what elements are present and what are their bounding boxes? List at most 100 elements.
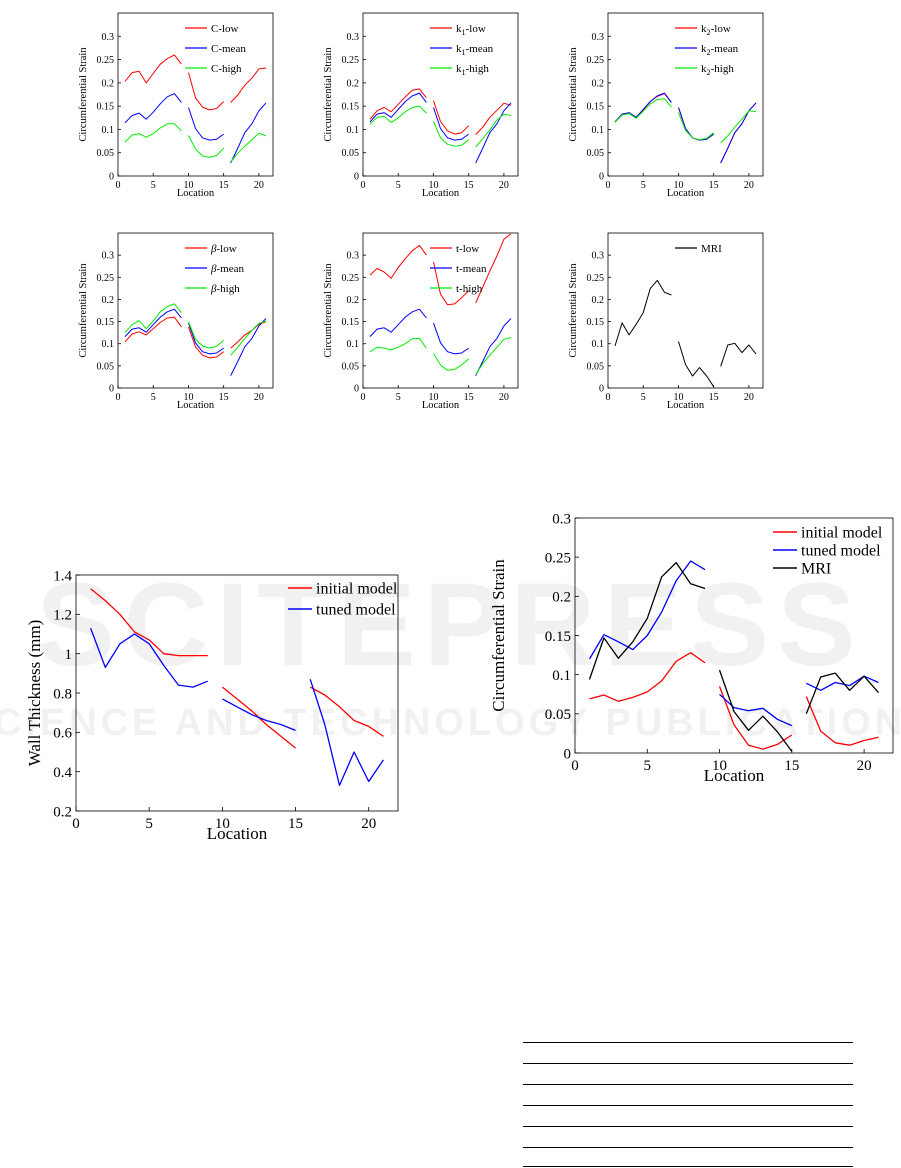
legend-label: t-low [456,243,479,255]
series-line-segment [124,123,182,143]
series-line-segment [369,337,427,353]
y-tick-label: 0.05 [587,148,605,159]
series-β-low [124,316,267,359]
x-tick-label: 0 [116,392,121,403]
legend-label: k2-high [701,63,734,77]
series-line-segment [230,321,267,349]
x-tick-label: 10 [183,392,193,403]
table-rule [523,1166,853,1167]
series-line-segment [188,107,224,141]
y-tick-label: 0.2 [592,295,605,306]
legend-label: t-high [456,283,483,295]
y-tick-label: 0.25 [587,55,605,66]
y-tick-label: 1.2 [53,608,72,624]
series-line-segment [188,321,225,349]
x-axis-label: Location [177,188,215,199]
x-tick-label: 10 [712,758,727,774]
series-line-segment [188,326,224,359]
y-tick-label: 0.1 [552,668,571,684]
legend-label: C-high [211,63,242,75]
chart-t-sensitivity: 0 5 10 15 20 0 0.05 0.1 0.15 0.2 0.25 0.3 Location Ci… [323,232,519,411]
y-axis-label: Circumferential Strain [323,263,334,358]
y-axis-label: Circumferential Strain [568,263,579,358]
y-tick-label: 0.15 [545,629,571,645]
series-line-segment [678,341,715,387]
y-tick-label: 0.3 [592,32,605,43]
plot-frame [117,12,274,177]
series-line-segment [475,102,512,135]
y-tick-label: 1.4 [53,568,72,584]
y-tick-label: 0 [599,172,604,183]
series-line-segment [588,561,706,680]
x-tick-label: 15 [709,180,719,191]
x-tick-label: 5 [641,392,646,403]
y-tick-label: 0.2 [552,590,571,606]
y-tick-label: 0.2 [592,78,605,89]
y-axis-label: Circumferential Strain [323,47,334,142]
series-k1-mean [369,92,512,164]
series-line-segment [309,686,384,737]
x-tick-label: 20 [499,180,509,191]
y-tick-label: 0.2 [102,295,115,306]
y-tick-label: 0.15 [342,102,360,113]
plot-frame [362,232,519,389]
series-line-segment [188,72,225,111]
y-tick-label: 0 [109,172,114,183]
series-line-segment [614,279,672,347]
legend-label: β-high [210,283,240,295]
y-tick-label: 0.1 [347,339,360,350]
legend-label: k1-high [456,63,489,77]
y-tick-label: 0.1 [592,125,605,136]
x-tick-label: 10 [673,180,683,191]
y-tick-label: 0.3 [102,32,115,43]
y-tick-label: 0.3 [347,251,360,262]
y-tick-label: 0.6 [53,726,72,742]
series-line-segment [718,686,793,750]
series-line-segment [614,93,672,123]
x-tick-label: 5 [151,392,156,403]
y-tick-label: 0.05 [97,148,115,159]
x-tick-label: 0 [361,180,366,191]
x-axis-label: Location [422,400,460,411]
legend-label: k2-mean [701,43,739,57]
series-k2-high [614,98,757,144]
x-tick-label: 5 [396,180,401,191]
y-tick-label: 0.3 [552,511,571,527]
legend-label: C-low [211,23,239,35]
x-tick-label: 0 [361,392,366,403]
y-tick-label: 0.8 [53,686,72,702]
y-tick-label: 0.05 [97,361,115,372]
series-k1-low [369,88,512,135]
series-k1-high [369,105,512,148]
y-tick-label: 0.2 [347,295,360,306]
legend-label: initial model [801,525,883,542]
series-β-high [124,303,267,356]
series-line-segment [369,308,427,337]
y-axis-label: Circumferential Strain [78,47,89,142]
y-tick-label: 0 [109,384,114,395]
series-line-segment [309,679,384,787]
series-line-segment [720,102,757,164]
x-tick-label: 10 [428,180,438,191]
series-line-segment [124,303,182,333]
series-line-segment [433,107,469,141]
series-line-segment [230,132,267,163]
legend-label: C-mean [211,43,246,55]
x-tick-label: 15 [288,816,303,832]
y-tick-label: 0.05 [342,361,360,372]
series-line-segment [475,113,512,148]
series-line-segment [614,92,672,123]
x-tick-label: 15 [219,392,229,403]
y-axis-label: Circumferential Strain [78,263,89,358]
plot-frame [607,232,764,389]
x-tick-label: 20 [254,180,264,191]
chart-wall-thickness: 0 5 10 15 20 0.2 0.4 0.6 0.8 1 1.2 1.4 Location Wall … [25,568,399,843]
series-line-segment [805,696,879,746]
y-tick-label: 0.2 [53,804,72,820]
x-tick-label: 15 [464,180,474,191]
y-tick-label: 0.15 [97,102,115,113]
series-line-segment [589,652,706,702]
series-line-segment [230,318,267,376]
series-line-segment [719,693,793,727]
plot-frame [607,12,764,177]
